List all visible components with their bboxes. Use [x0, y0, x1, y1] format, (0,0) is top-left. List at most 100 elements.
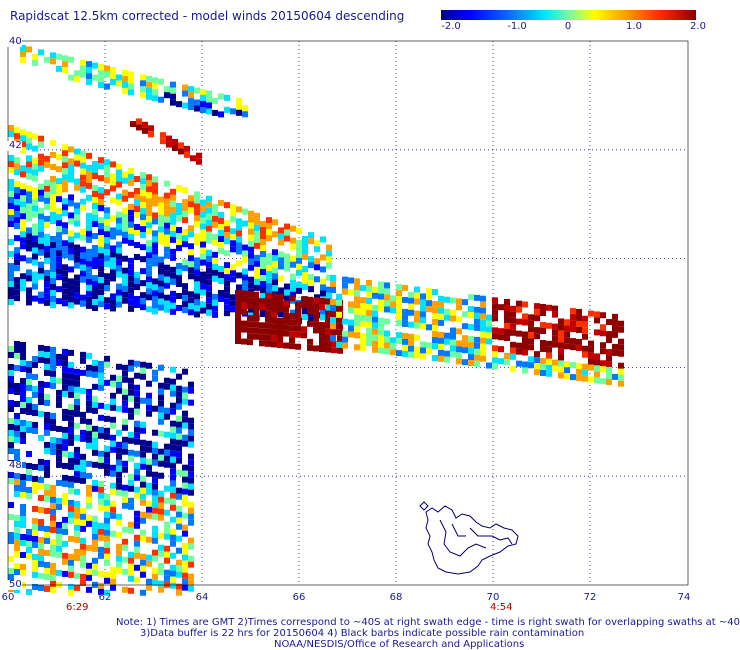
wind-cell: [182, 470, 188, 477]
wind-cell: [62, 366, 68, 373]
wind-cell: [372, 334, 378, 341]
wind-cell: [68, 385, 74, 392]
wind-cell: [558, 330, 564, 337]
wind-cell: [110, 73, 116, 79]
wind-cell: [182, 187, 188, 194]
wind-cell: [152, 236, 158, 243]
wind-difference-cells: [8, 45, 624, 596]
wind-cell: [14, 424, 20, 431]
wind-cell: [20, 425, 26, 432]
wind-cell: [188, 309, 194, 316]
wind-cell: [301, 296, 307, 303]
wind-cell: [62, 474, 68, 481]
wind-cell: [271, 317, 277, 324]
wind-cell: [44, 251, 50, 258]
wind-cell: [134, 194, 140, 200]
wind-cell: [56, 455, 62, 462]
wind-cell: [62, 426, 68, 433]
wind-cell: [330, 323, 336, 329]
wind-cell: [62, 438, 68, 445]
wind-cell: [582, 333, 588, 340]
wind-cell: [74, 154, 80, 161]
wind-cell: [516, 300, 522, 307]
wind-cell: [26, 269, 32, 276]
wind-cell: [456, 358, 462, 365]
wind-cell: [200, 107, 206, 113]
wind-cell: [110, 233, 116, 240]
wind-cell: [32, 53, 38, 60]
wind-cell: [522, 343, 528, 350]
wind-cell: [164, 407, 170, 414]
wind-cell: [8, 382, 14, 388]
wind-cell: [182, 211, 188, 218]
wind-cell: [289, 343, 295, 350]
wind-cell: [80, 561, 86, 568]
wind-cell: [98, 277, 104, 284]
wind-cell: [56, 53, 62, 60]
wind-cell: [212, 263, 218, 270]
wind-cell: [618, 338, 624, 345]
wind-cell: [372, 286, 378, 293]
wind-cell: [92, 545, 98, 552]
wind-cell: [134, 486, 140, 493]
wind-cell: [319, 328, 325, 334]
wind-cell: [540, 345, 546, 352]
wind-cell: [176, 487, 182, 494]
wind-cell: [468, 336, 474, 343]
wind-cell: [330, 305, 336, 311]
wind-cell: [86, 400, 92, 407]
wind-cell: [200, 259, 206, 266]
wind-cell: [32, 361, 38, 368]
wind-cell: [212, 251, 218, 258]
wind-cell: [44, 483, 50, 490]
wind-cell: [152, 218, 158, 225]
wind-cell: [104, 361, 110, 368]
wind-cell: [104, 303, 110, 310]
wind-cell: [122, 496, 128, 503]
wind-cell: [92, 62, 98, 69]
wind-cell: [302, 266, 308, 272]
wind-cell: [426, 306, 432, 313]
wind-cell: [594, 329, 600, 336]
wind-cell: [184, 145, 190, 152]
wind-cell: [8, 502, 14, 508]
wind-cell: [56, 521, 62, 528]
wind-cell: [20, 407, 26, 414]
wind-cell: [384, 336, 390, 343]
wind-cell: [92, 401, 98, 408]
wind-cell: [14, 169, 20, 176]
wind-cell: [116, 223, 122, 230]
wind-cell: [152, 308, 158, 315]
wind-cell: [314, 294, 320, 301]
wind-cell: [146, 228, 152, 235]
wind-cell: [414, 286, 420, 293]
wind-cell: [8, 203, 14, 209]
wind-cell: [420, 341, 426, 348]
wind-cell: [68, 296, 74, 303]
wind-cell: [396, 296, 402, 303]
wind-cell: [104, 463, 110, 470]
wind-cell: [164, 294, 170, 301]
wind-cell: [86, 460, 92, 467]
wind-cell: [188, 249, 194, 256]
wind-cell: [277, 306, 283, 312]
wind-cell: [110, 404, 116, 411]
wind-cell: [438, 331, 444, 338]
wind-cell: [600, 324, 606, 331]
wind-cell: [326, 304, 332, 311]
wind-cell: [116, 405, 122, 412]
wind-cell: [98, 366, 104, 373]
wind-cell: [50, 302, 56, 308]
wind-cell: [104, 415, 110, 422]
wind-cell: [50, 352, 56, 359]
wind-cell: [86, 218, 92, 225]
wind-cell: [32, 163, 38, 170]
wind-cell: [44, 459, 50, 466]
wind-cell: [50, 538, 56, 545]
wind-cell: [230, 204, 236, 211]
wind-cell: [68, 463, 74, 470]
wind-cell: [122, 388, 128, 395]
wind-cell: [242, 268, 248, 275]
wind-cell: [104, 493, 110, 500]
wind-cell: [20, 353, 26, 360]
